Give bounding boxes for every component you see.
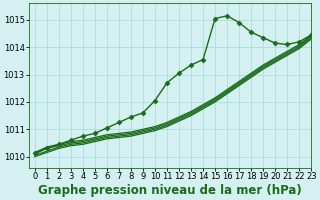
X-axis label: Graphe pression niveau de la mer (hPa): Graphe pression niveau de la mer (hPa) (38, 184, 302, 197)
